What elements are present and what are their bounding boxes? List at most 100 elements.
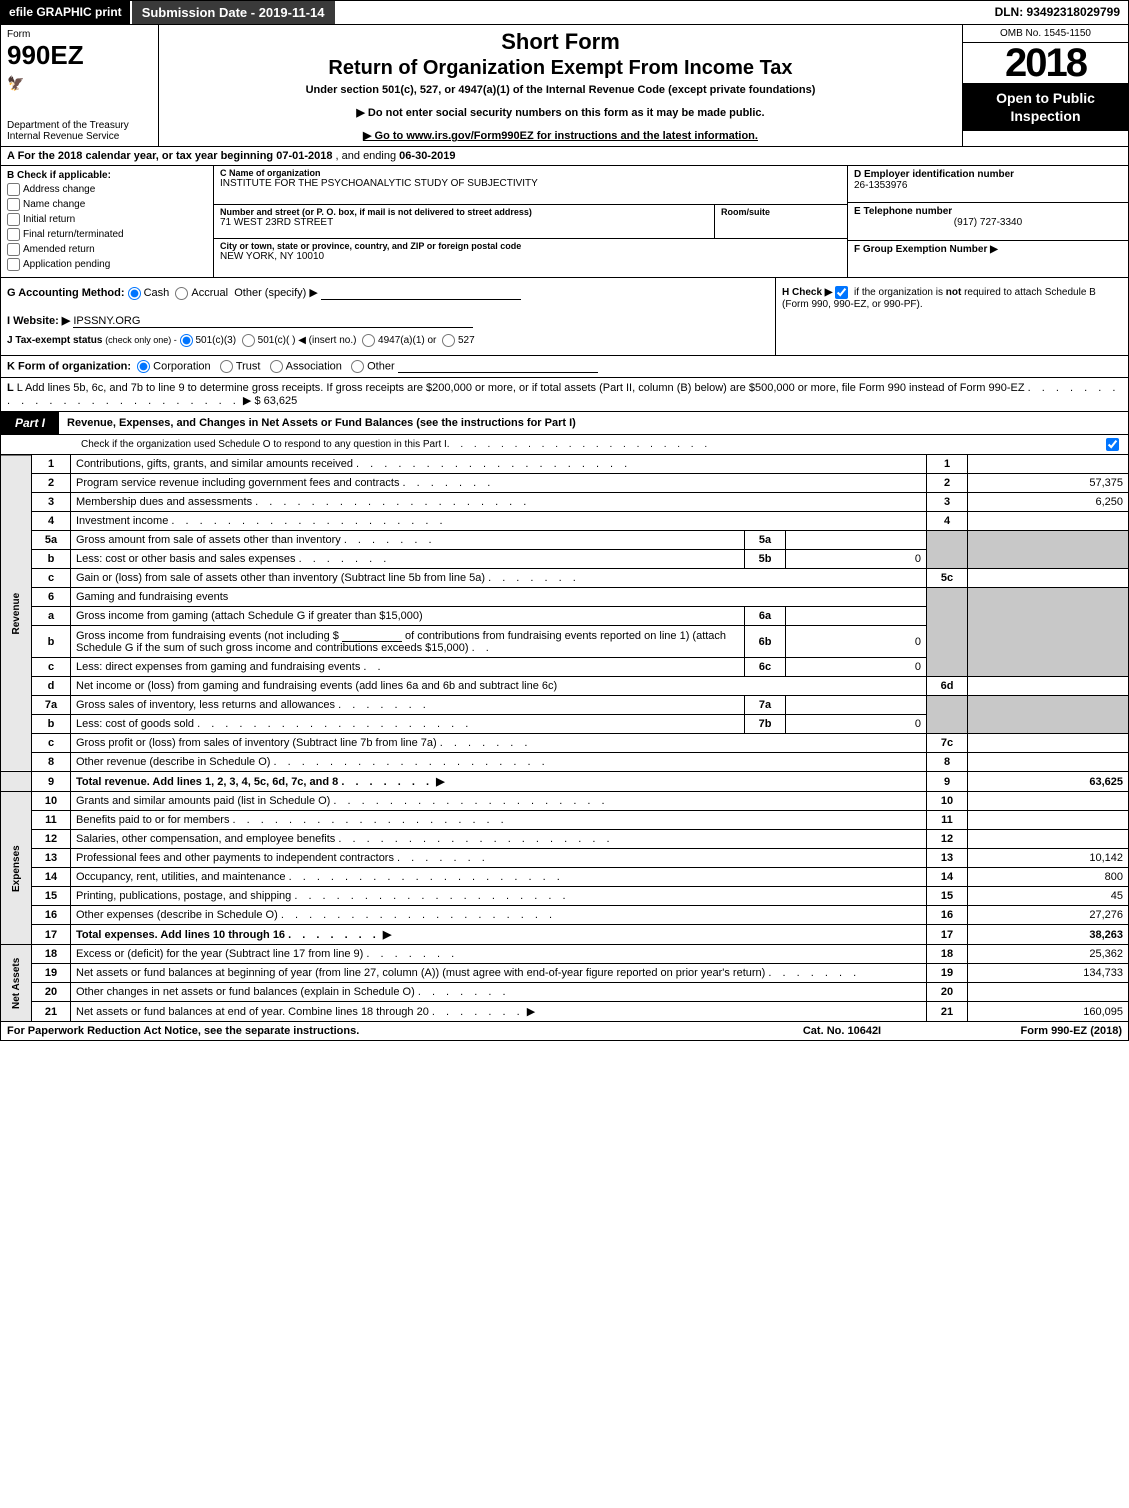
line-4: 4 Investment income . . . . . . . . . . … [1,512,1129,531]
netassets-side-label: Net Assets [1,945,32,1022]
return-title: Return of Organization Exempt From Incom… [169,57,952,80]
checkbox-initial-return[interactable] [7,213,20,226]
check-address-change[interactable]: Address change [7,183,207,196]
line-7a: 7a Gross sales of inventory, less return… [1,696,1129,715]
spacer [337,1,987,24]
checkbox-final-return[interactable] [7,228,20,241]
line-10: Expenses 10 Grants and similar amounts p… [1,792,1129,811]
check-final-return[interactable]: Final return/terminated [7,228,207,241]
line-21: 21 Net assets or fund balances at end of… [1,1002,1129,1022]
telephone-value: (917) 727-3340 [854,217,1122,228]
part-1-title: Revenue, Expenses, and Changes in Net As… [59,413,1128,433]
org-name: INSTITUTE FOR THE PSYCHOANALYTIC STUDY O… [220,178,841,189]
row-k: K Form of organization: Corporation Trus… [0,356,1129,378]
line-13-val: 10,142 [968,849,1129,868]
city-box: City or town, state or province, country… [214,239,847,277]
efile-label[interactable]: efile GRAPHIC print [1,1,130,24]
radio-501c[interactable] [242,334,255,347]
check-amended-return[interactable]: Amended return [7,243,207,256]
room-label: Room/suite [721,207,841,217]
i-label: I Website: ▶ [7,315,70,327]
ein-box: D Employer identification number 26-1353… [848,166,1128,203]
address-label: Number and street (or P. O. box, if mail… [220,207,708,217]
line-19: 19 Net assets or fund balances at beginn… [1,964,1129,983]
room-suite-box: Room/suite [715,205,847,239]
line-1-rnum: 1 [927,455,968,474]
g-column: G Accounting Method: Cash Accrual Other … [1,278,775,355]
address-box: Number and street (or P. O. box, if mail… [214,205,715,239]
form-label: Form [7,29,152,40]
part-1-badge: Part I [1,412,59,434]
checkbox-name-change[interactable] [7,198,20,211]
line-2: 2 Program service revenue including gove… [1,474,1129,493]
h-text2: required to attach Schedule B [964,287,1096,298]
column-c: C Name of organization INSTITUTE FOR THE… [214,166,847,277]
shade-7 [927,696,968,734]
checkbox-schedule-o-used[interactable] [1106,438,1119,451]
line-21-val: 160,095 [968,1002,1129,1022]
line-1-num: 1 [32,455,71,474]
line-8-val [968,753,1129,772]
checkbox-address-change[interactable] [7,183,20,196]
radio-trust[interactable] [220,360,233,373]
check-name-change[interactable]: Name change [7,198,207,211]
line-3: 3 Membership dues and assessments . . . … [1,493,1129,512]
shade-5 [927,531,968,569]
pointer-icon: ▶ [436,776,444,788]
address: 71 WEST 23RD STREET [220,217,708,228]
line-16: 16 Other expenses (describe in Schedule … [1,906,1129,925]
radio-527[interactable] [442,334,455,347]
part-1-table: Revenue 1 Contributions, gifts, grants, … [0,455,1129,1023]
h-label: H Check ▶ [782,287,832,298]
radio-cash[interactable] [128,287,141,300]
irs-eagle-icon: 🦅 [7,75,152,92]
pointer-icon: ▶ [383,929,391,941]
line-1-val [968,455,1129,474]
other-org-line[interactable] [398,360,598,373]
check-application-pending[interactable]: Application pending [7,258,207,271]
radio-association[interactable] [270,360,283,373]
address-row: Number and street (or P. O. box, if mail… [214,205,847,240]
col-b-title: B Check if applicable: [7,170,207,181]
h-text1: if the organization is [854,287,946,298]
h-text3: (Form 990, 990-EZ, or 990-PF). [782,299,923,310]
line-6: 6 Gaming and fundraising events [1,588,1129,607]
line-3-val: 6,250 [968,493,1129,512]
submission-date: Submission Date - 2019-11-14 [130,1,337,24]
website-value[interactable]: IPSSNY.ORG [73,315,473,328]
line-1: Revenue 1 Contributions, gifts, grants, … [1,455,1129,474]
line-8: 8 Other revenue (describe in Schedule O)… [1,753,1129,772]
checkbox-amended-return[interactable] [7,243,20,256]
revenue-side-label: Revenue [1,455,32,772]
column-def: D Employer identification number 26-1353… [847,166,1128,277]
checkbox-application-pending[interactable] [7,258,20,271]
radio-accrual[interactable] [175,287,188,300]
line-6b-blank[interactable] [342,629,402,642]
instructions-link[interactable]: ▶ Go to www.irs.gov/Form990EZ for instru… [169,129,952,142]
ssn-warning: ▶ Do not enter social security numbers o… [169,106,952,119]
tax-year: 2018 [963,43,1128,83]
line-5c: c Gain or (loss) from sale of assets oth… [1,569,1129,588]
checkbox-schedule-b-not-required[interactable] [835,286,848,299]
k-label: K Form of organization: [7,360,131,372]
radio-501c3[interactable] [180,334,193,347]
radio-other-org[interactable] [351,360,364,373]
header-left: Form 990EZ 🦅 Department of the Treasury … [1,25,159,146]
line-5c-val [968,569,1129,588]
website-row: I Website: ▶ IPSSNY.ORG [7,314,769,328]
line-7b-subval: 0 [786,715,927,734]
part-1-check-dots: . . . . . . . . . . . . . . . . . . . . [447,439,1106,450]
radio-corporation[interactable] [137,360,150,373]
part-1-check-row: Check if the organization used Schedule … [0,435,1129,455]
line-16-val: 27,276 [968,906,1129,925]
org-name-label: C Name of organization [220,168,841,178]
pointer-icon: ▶ [527,1006,535,1018]
row-a-tax-year: A For the 2018 calendar year, or tax yea… [0,147,1129,166]
org-name-box: C Name of organization INSTITUTE FOR THE… [214,166,847,205]
check-initial-return[interactable]: Initial return [7,213,207,226]
line-7c: c Gross profit or (loss) from sales of i… [1,734,1129,753]
gh-row: G Accounting Method: Cash Accrual Other … [0,278,1129,356]
radio-4947[interactable] [362,334,375,347]
expenses-side-label: Expenses [1,792,32,945]
other-specify-line[interactable] [321,287,521,300]
